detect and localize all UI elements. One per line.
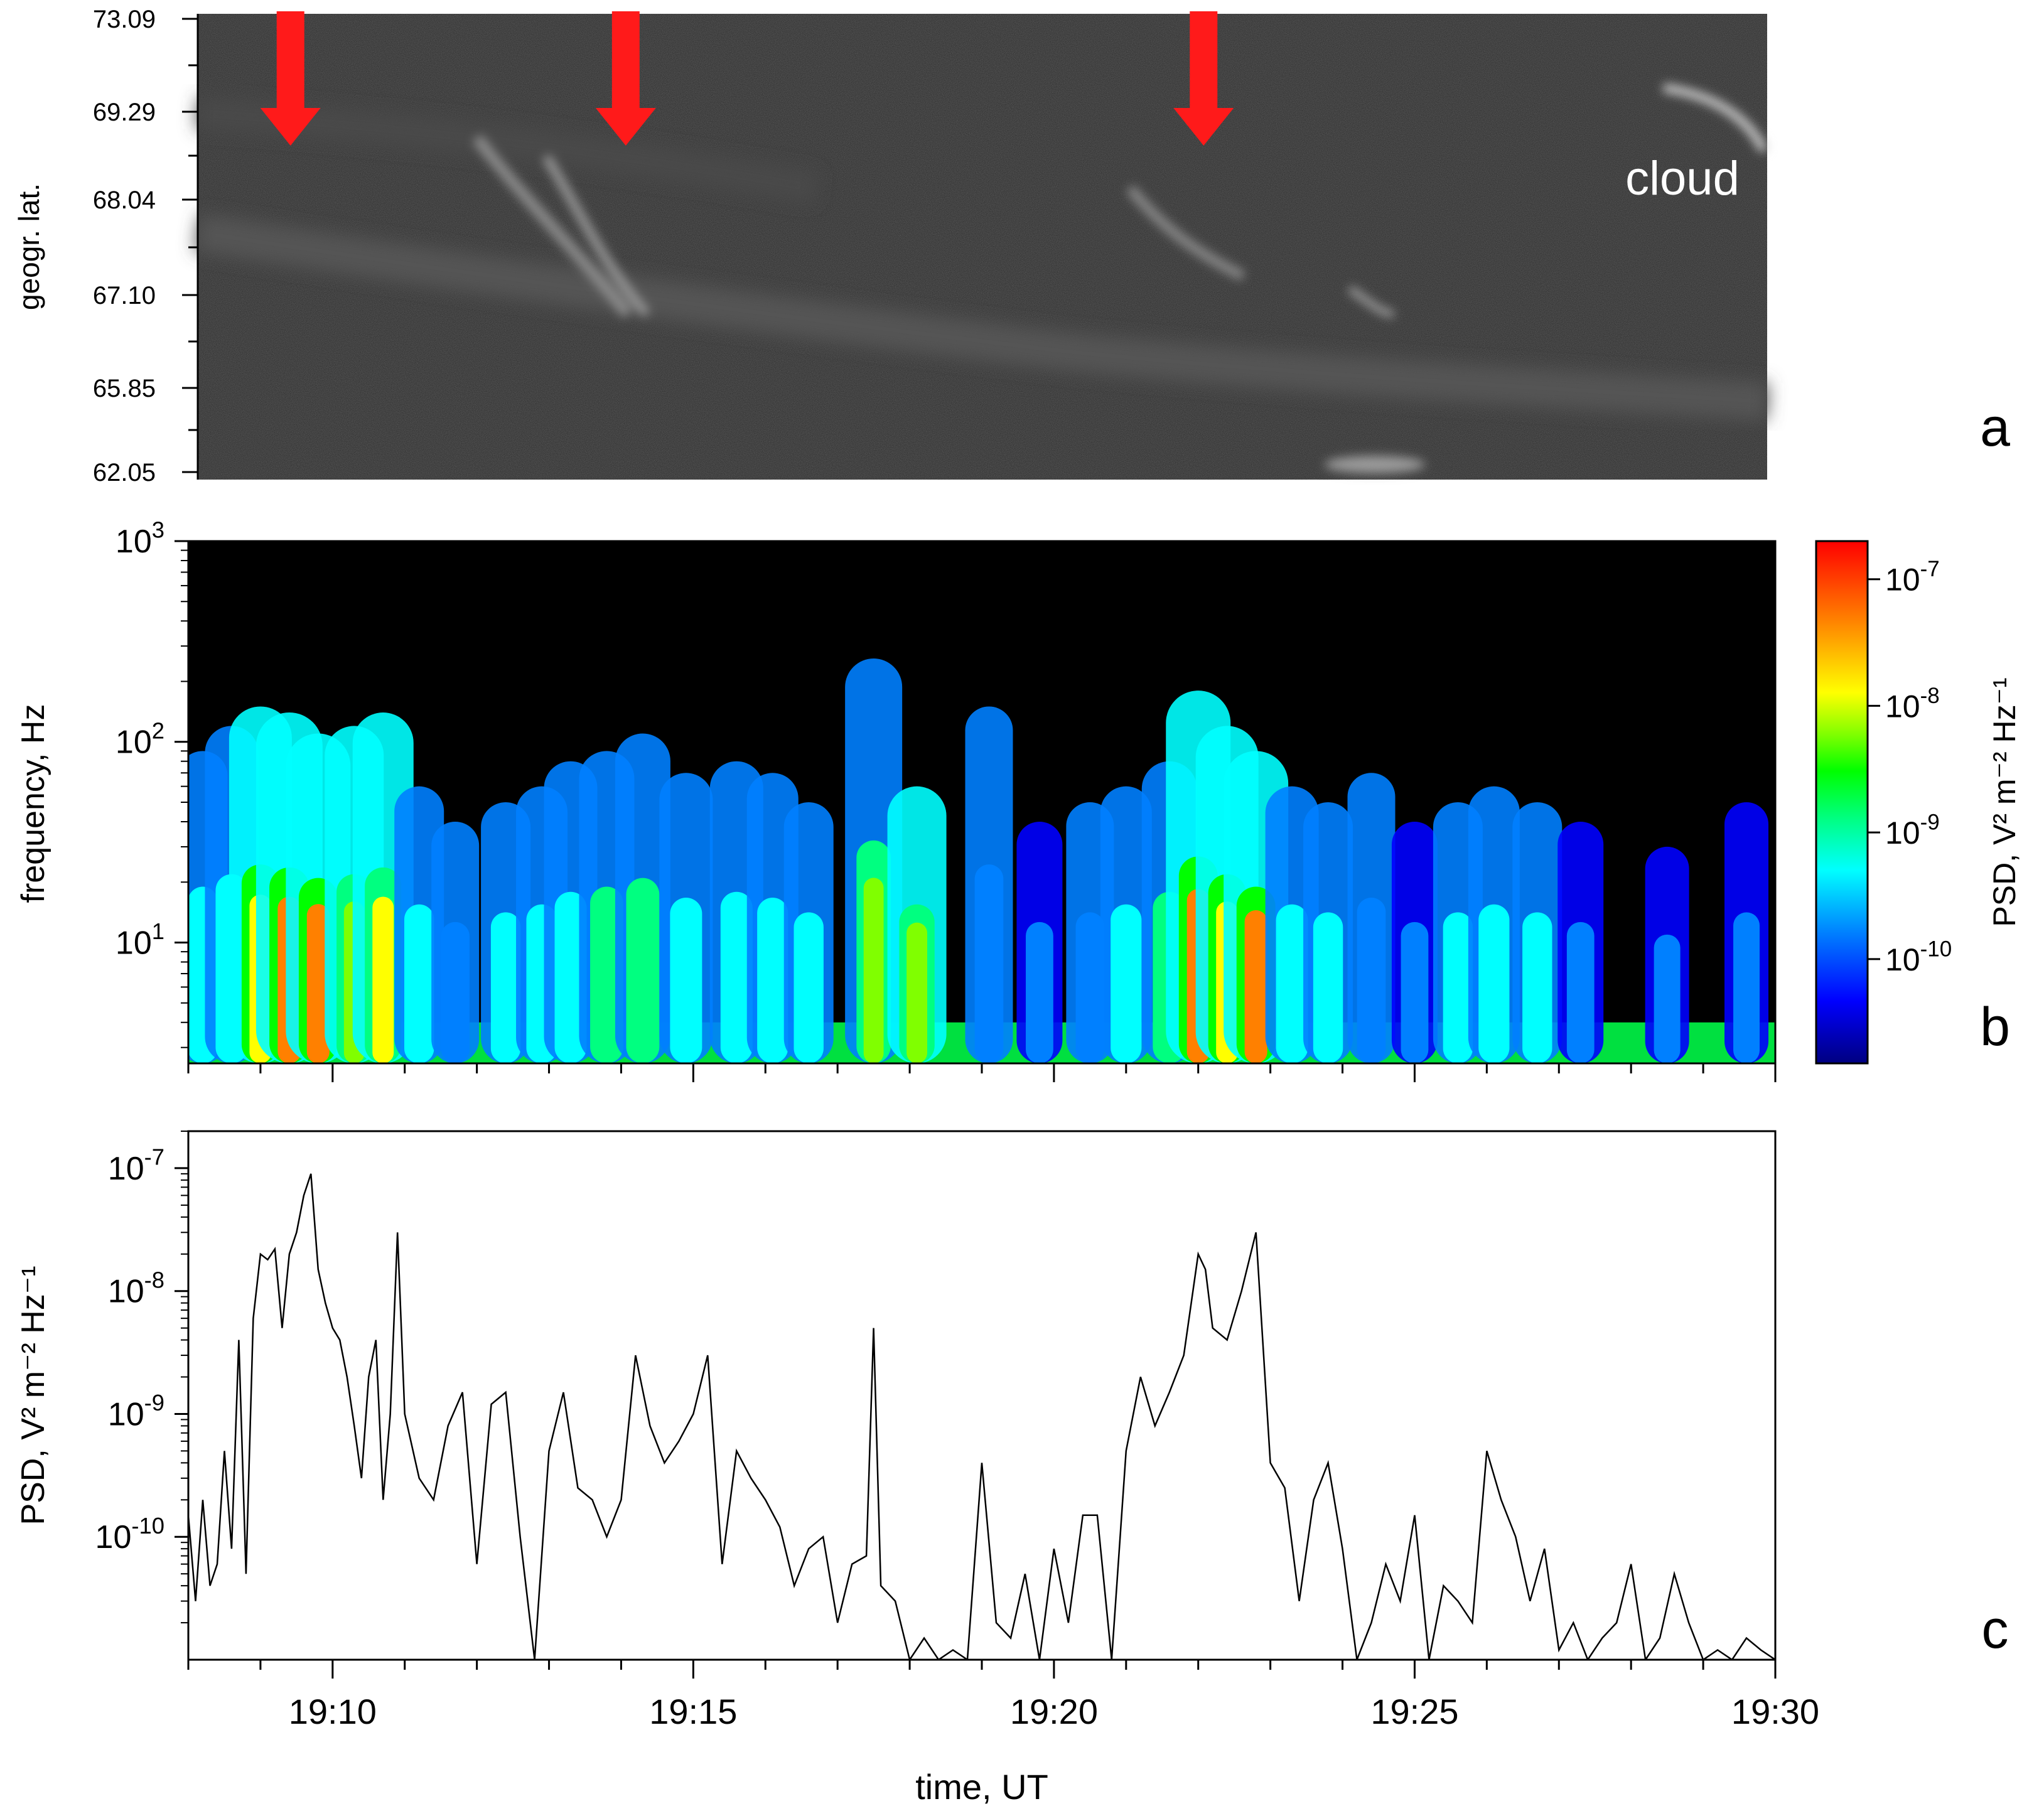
burst-mid: [974, 864, 1004, 1063]
burst-mid: [757, 898, 788, 1063]
psd-xtick-label: 19:20: [1010, 1692, 1098, 1731]
burst-mid: [1654, 934, 1681, 1063]
burst-core: [1244, 910, 1267, 1063]
keogram-ytick-label: 73.09: [93, 6, 156, 33]
burst-mid: [1522, 912, 1552, 1063]
burst-mid: [1075, 912, 1105, 1063]
keogram-noise: [198, 14, 1767, 480]
panel-letter-c: c: [1982, 1599, 2009, 1660]
burst-mid: [1443, 912, 1473, 1063]
psd-line-panel: 10-710-810-910-10 19:10 19:15 19:20 19:25 19…: [15, 1130, 1819, 1807]
burst-mid: [554, 891, 587, 1063]
burst-core: [306, 904, 330, 1063]
red-arrow: [1173, 11, 1234, 146]
burst-mid: [670, 898, 702, 1063]
colorbar-tick-label: 10-9: [1885, 810, 1940, 851]
burst-core: [372, 896, 394, 1063]
psd-xlabel: time, UT: [915, 1767, 1048, 1807]
burst-mid: [590, 886, 623, 1063]
spectrogram-y-ticks: 103 102 101: [116, 517, 188, 1048]
burst-mid: [1111, 904, 1142, 1063]
spectrogram-bursts: [188, 658, 1775, 1063]
keogram-ytick-label: 67.10: [93, 282, 156, 309]
spectrogram-ytick-label: 101: [116, 918, 164, 961]
psd-ytick-label: 10-10: [95, 1513, 164, 1556]
colorbar-tick-label: 10-8: [1885, 684, 1940, 724]
burst-core: [863, 878, 884, 1063]
burst-mid: [1566, 922, 1595, 1063]
burst-mid: [1401, 922, 1429, 1063]
burst-mid: [1478, 904, 1510, 1063]
psd-ytick-label: 10-8: [108, 1267, 164, 1309]
spectrogram-ylabel: frequency, Hz: [15, 704, 51, 903]
panel-letter-b: b: [1980, 997, 2010, 1057]
burst-mid: [490, 912, 521, 1063]
psd-x-ticks: 19:10 19:15 19:20 19:25 19:30: [187, 1660, 1819, 1731]
colorbar-label: PSD, V² m⁻² Hz⁻¹: [1987, 677, 2022, 927]
panel-letter-a: a: [1980, 397, 2010, 458]
cloud-annotation: cloud: [1625, 152, 1740, 205]
psd-frame: [187, 1130, 1777, 1661]
keogram-aurora-arcs: [472, 83, 1768, 473]
spectrogram-x-ticks: [187, 1063, 1777, 1082]
colorbar-tick-label: 10-7: [1885, 557, 1940, 598]
red-arrow: [595, 11, 656, 146]
burst-mid: [441, 922, 470, 1063]
psd-ylabel: PSD, V² m⁻² Hz⁻¹: [15, 1266, 51, 1525]
colorbar-tick-label: 10-10: [1885, 937, 1952, 977]
psd-ytick-label: 10-9: [108, 1390, 164, 1432]
spectrogram-panel: 103 102 101 frequency, Hz 10-7 10-8 10-9 10-1…: [15, 517, 2022, 1082]
spectrogram-ytick-label: 102: [116, 717, 164, 760]
burst-mid: [1276, 904, 1308, 1063]
keogram-ylabel: geogr. lat.: [13, 183, 45, 310]
keogram-ytick-label: 65.85: [93, 375, 156, 402]
psd-xtick-label: 19:15: [649, 1692, 737, 1731]
burst-core: [906, 922, 928, 1063]
burst-mid: [720, 891, 753, 1063]
burst-mid: [793, 912, 824, 1063]
psd-xtick-label: 19:30: [1731, 1692, 1819, 1731]
spectrogram-ytick-label: 103: [116, 517, 164, 560]
colorbar-ticks: 10-7 10-8 10-9 10-10: [1868, 557, 1952, 977]
psd-xtick-label: 19:10: [289, 1692, 377, 1731]
psd-ytick-label: 10-7: [108, 1144, 164, 1187]
keogram-panel: 73.09 69.29 68.04 67.10 65.85 62.05 geogr. la…: [13, 6, 1768, 486]
burst-mid: [1026, 922, 1053, 1063]
burst-mid: [1313, 912, 1343, 1063]
psd-y-ticks: 10-7 10-8 10-9 10-10: [95, 1131, 188, 1624]
burst-mid: [626, 878, 660, 1063]
colorbar: [1815, 540, 1869, 1065]
keogram-ytick-label: 69.29: [93, 99, 156, 126]
psd-series-line: [188, 1173, 1775, 1660]
keogram-ytick-label: 68.04: [93, 186, 156, 214]
psd-xtick-label: 19:25: [1370, 1692, 1458, 1731]
keogram-y-ticks: 73.09 69.29 68.04 67.10 65.85 62.05: [93, 6, 198, 486]
keogram-ytick-label: 62.05: [93, 459, 156, 486]
burst-mid: [1733, 912, 1760, 1063]
burst-mid: [1357, 898, 1386, 1063]
burst-mid: [404, 904, 434, 1063]
keogram-arrows: [260, 11, 1234, 146]
red-arrow: [260, 11, 321, 146]
